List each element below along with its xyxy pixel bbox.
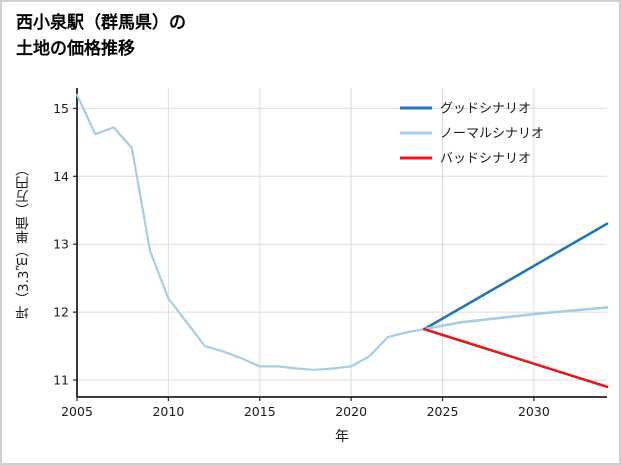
x-axis-label: 年 [335,429,349,445]
y-tick-label: 15 [53,101,69,116]
series-line-history [75,93,426,371]
chart-title: 西小泉駅（群馬県）の 土地の価格推移 [16,10,186,63]
x-tick-label: 2030 [518,404,550,419]
series-line-ノーマルシナリオ [422,306,609,331]
x-tick-label: 2005 [61,404,93,419]
x-tick-label: 2010 [152,404,184,419]
legend-label: グッドシナリオ [440,102,531,117]
series-line-グッドシナリオ [422,222,609,331]
x-tick-label: 2015 [244,404,276,419]
y-tick-label: 13 [53,237,69,252]
series-line-バッドシナリオ [422,327,609,389]
legend-label: バッドシナリオ [440,152,531,167]
x-tick-label: 2025 [427,404,459,419]
chart-title-line1: 西小泉駅（群馬県）の [16,13,186,33]
y-axis-label: 坪（3.3㎡）単価（万円） [16,162,32,320]
y-tick-label: 14 [53,169,69,184]
price-trend-chart: 2005 2010 2015 2020 2025 2030 11 12 13 14 15 グッドシナリ… [53,88,609,419]
legend-label: ノーマルシナリオ [440,127,544,142]
x-tick-label: 2020 [335,404,367,419]
y-tick-label: 12 [53,305,69,320]
y-tick-label: 11 [53,373,69,388]
chart-title-line2: 土地の価格推移 [16,39,135,60]
